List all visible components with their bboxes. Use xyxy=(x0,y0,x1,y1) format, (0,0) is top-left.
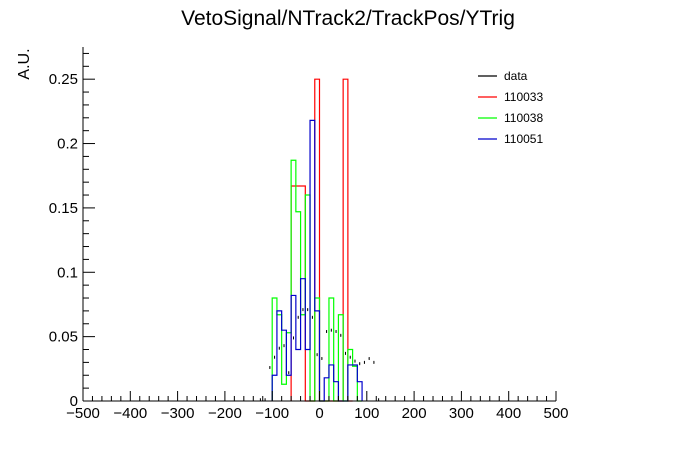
data-point xyxy=(288,371,290,375)
x-tick-label: −200 xyxy=(208,405,242,422)
data-point xyxy=(316,353,318,357)
x-tick-label: −100 xyxy=(255,405,289,422)
legend-label: 110038 xyxy=(504,111,543,125)
x-tick-label: 300 xyxy=(449,405,474,422)
data-point xyxy=(335,329,337,333)
x-tick-label: 500 xyxy=(543,405,568,422)
data-point xyxy=(359,362,361,366)
y-tick-label: 0.25 xyxy=(49,71,78,88)
data-point xyxy=(311,315,313,319)
x-tick-label: 0 xyxy=(315,405,323,422)
y-tick-label: 0.05 xyxy=(49,329,78,346)
data-point xyxy=(283,344,285,348)
x-tick-label: −400 xyxy=(113,405,147,422)
x-tick-label: 200 xyxy=(402,405,427,422)
legend-label: 110051 xyxy=(504,132,543,146)
chart-title: VetoSignal/NTrack2/TrackPos/YTrig xyxy=(181,7,515,30)
data-point xyxy=(302,308,304,312)
data-point xyxy=(340,333,342,337)
data-point xyxy=(292,336,294,340)
axes: −500 −400 −300 −200 −100 0 100 200 300 400 500 0 0.0… xyxy=(49,47,569,422)
data-point xyxy=(345,351,347,355)
data-point xyxy=(307,308,309,312)
data-point xyxy=(349,355,351,359)
x-tick-label: −500 xyxy=(66,405,100,422)
data-point xyxy=(274,355,276,359)
data-point xyxy=(354,359,356,363)
data-point xyxy=(321,357,323,361)
data-point xyxy=(373,360,375,364)
data-point xyxy=(278,346,280,350)
y-tick-label: 0.1 xyxy=(57,264,78,281)
x-tick-label: 100 xyxy=(354,405,379,422)
data-point xyxy=(363,360,365,364)
series-110051-histogram xyxy=(271,119,363,402)
series-110033-histogram xyxy=(290,78,353,402)
legend-entry-data: data xyxy=(478,69,528,83)
series-layer xyxy=(259,78,380,402)
y-tick-label: 0 xyxy=(70,393,78,410)
y-tick-label: 0.15 xyxy=(49,200,78,217)
legend-entry-110051: 110051 xyxy=(478,132,543,146)
legend-label: 110033 xyxy=(504,90,543,104)
x-tick-label: −300 xyxy=(161,405,195,422)
data-point xyxy=(269,366,271,370)
y-tick-label: 0.2 xyxy=(57,136,78,153)
legend-label: data xyxy=(504,69,528,83)
legend-entry-110038: 110038 xyxy=(478,111,543,125)
data-point xyxy=(297,315,299,319)
data-point xyxy=(330,328,332,332)
legend-entry-110033: 110033 xyxy=(478,90,543,104)
data-point xyxy=(368,357,370,361)
data-point xyxy=(326,329,328,333)
legend: data 110033 110038 110051 xyxy=(478,69,543,146)
x-tick-label: 400 xyxy=(496,405,521,422)
y-axis-label: A.U. xyxy=(16,48,33,79)
